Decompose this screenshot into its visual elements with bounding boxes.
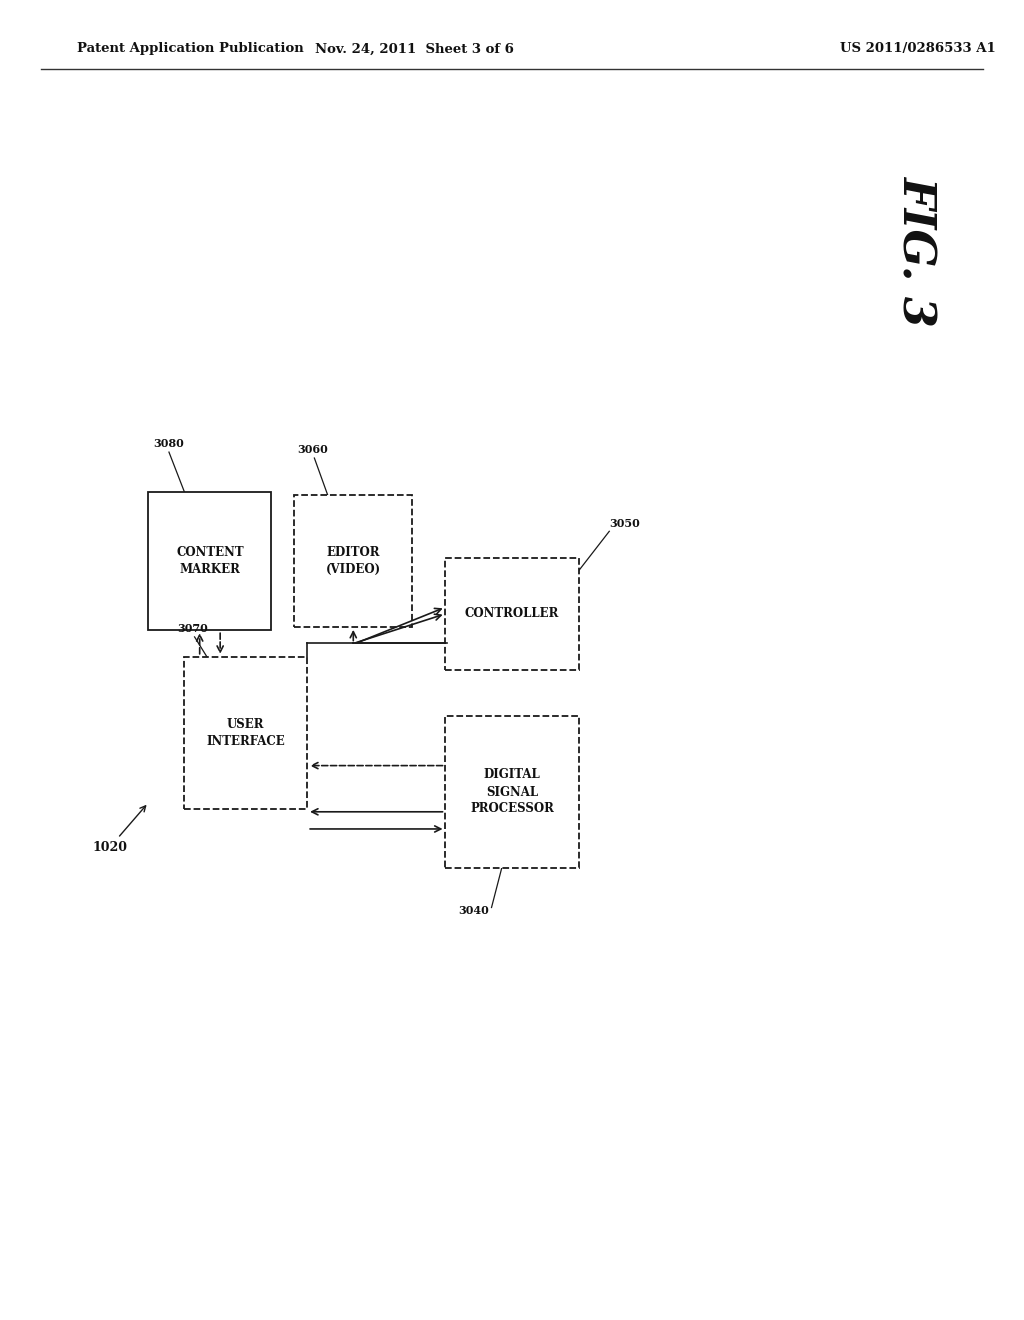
Text: CONTENT
MARKER: CONTENT MARKER xyxy=(176,546,244,576)
Text: EDITOR
(VIDEO): EDITOR (VIDEO) xyxy=(326,546,381,576)
Text: DIGITAL
SIGNAL
PROCESSOR: DIGITAL SIGNAL PROCESSOR xyxy=(470,768,554,816)
Bar xyxy=(148,492,271,631)
Text: US 2011/0286533 A1: US 2011/0286533 A1 xyxy=(840,42,995,55)
Bar xyxy=(295,495,412,627)
Bar xyxy=(445,557,579,671)
Text: 3040: 3040 xyxy=(459,906,489,916)
Text: FIG. 3: FIG. 3 xyxy=(895,176,938,326)
Text: 3060: 3060 xyxy=(297,445,328,455)
Text: Nov. 24, 2011  Sheet 3 of 6: Nov. 24, 2011 Sheet 3 of 6 xyxy=(315,42,514,55)
Bar xyxy=(445,715,579,869)
Text: 1020: 1020 xyxy=(92,805,145,854)
Text: 3070: 3070 xyxy=(177,623,208,634)
Bar xyxy=(184,656,307,808)
Text: 3080: 3080 xyxy=(154,438,184,449)
Text: CONTROLLER: CONTROLLER xyxy=(465,607,559,620)
Text: Patent Application Publication: Patent Application Publication xyxy=(77,42,303,55)
Text: 3050: 3050 xyxy=(609,517,640,528)
Text: USER
INTERFACE: USER INTERFACE xyxy=(207,718,285,747)
